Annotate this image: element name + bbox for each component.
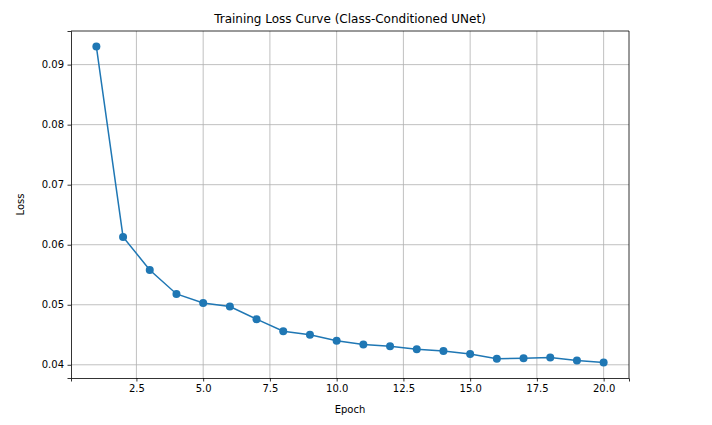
series: [92, 43, 607, 367]
x-grid-line: [536, 31, 537, 378]
title: Training Loss Curve (Class-Conditioned U…: [213, 12, 486, 26]
y-grid-line: [71, 64, 629, 65]
y-tick-label: 0.07: [42, 179, 64, 190]
y-tick: 0.09: [42, 59, 71, 70]
x-tick-label: 2.5: [129, 383, 145, 394]
chart: 2.55.07.510.012.515.017.520.00.040.050.0…: [0, 0, 712, 425]
x-grid-line: [403, 31, 404, 378]
y-tick: 0.06: [42, 239, 71, 250]
x-tick-mark: [203, 378, 204, 382]
marker: [119, 233, 127, 241]
x-tick: 7.5: [262, 378, 278, 394]
x-grid-line: [136, 31, 137, 378]
x-tick-label: 7.5: [262, 383, 278, 394]
y-tick-mark: [68, 185, 72, 186]
marker: [386, 342, 394, 350]
y-tick-label: 0.08: [42, 119, 64, 130]
x-tick-mark: [270, 378, 271, 382]
y-tick: 0.05: [42, 299, 71, 310]
y-tick: 0.04: [42, 359, 71, 370]
x-tick: 15.0: [460, 378, 482, 394]
frame-right: [629, 31, 630, 378]
y-tick-mark: [68, 65, 72, 66]
plot-area: 2.55.07.510.012.515.017.520.00.040.050.0…: [42, 31, 630, 394]
y-tick: 0.07: [42, 179, 71, 190]
x-tick-mark: [537, 378, 538, 382]
x-tick-label: 10.0: [326, 383, 348, 394]
y-tick-mark: [68, 245, 72, 246]
x-tick-mark: [470, 378, 471, 382]
y-grid-line: [71, 304, 629, 305]
marker: [333, 337, 341, 345]
x-grid-line: [203, 31, 204, 378]
marker: [573, 357, 581, 365]
y-tick-label: 0.09: [42, 59, 64, 70]
y-tick-label: 0.04: [42, 359, 64, 370]
x-tick: 5.0: [196, 378, 212, 394]
x-grid-line: [336, 31, 337, 378]
y-axis-title: Loss: [15, 194, 26, 216]
x-tick-label: 12.5: [393, 383, 415, 394]
frame-top: [71, 31, 629, 32]
x-tick-label: 20.0: [593, 383, 615, 394]
marker: [359, 340, 367, 348]
marker: [466, 350, 474, 358]
y-axis-line: [68, 32, 72, 379]
y-tick-label: 0.06: [42, 239, 64, 250]
y-grid-line: [71, 244, 629, 245]
marker: [493, 355, 501, 363]
x-axis-title: Epoch: [335, 404, 366, 415]
x-tick: 17.5: [526, 378, 548, 394]
x-tick-mark: [604, 378, 605, 382]
marker: [226, 303, 234, 311]
marker: [253, 315, 261, 323]
marker: [146, 266, 154, 274]
x-tick-mark: [403, 378, 404, 382]
y-tick-mark: [68, 125, 72, 126]
y-tick-label: 0.05: [42, 299, 64, 310]
x-axis: 2.5 5.0 7.5 10.0 12.5 15.0 17.5 20.0: [72, 378, 630, 394]
marker: [172, 290, 180, 298]
y-axis: 0.04 0.05 0.06 0.07 0.08 0.09: [42, 32, 72, 379]
x-axis-line: [72, 379, 630, 382]
y-tick: 0.08: [42, 119, 71, 130]
y-tick-mark: [68, 305, 72, 306]
x-tick-mark: [136, 378, 137, 382]
x-tick-mark: [337, 378, 338, 382]
y-grid-line: [71, 184, 629, 185]
loss-line: [96, 47, 603, 363]
x-tick: 10.0: [326, 378, 348, 394]
x-tick-label: 5.0: [196, 383, 212, 394]
y-grid-line: [71, 364, 629, 365]
marker: [600, 358, 608, 366]
grid: [71, 31, 629, 378]
x-tick: 20.0: [593, 378, 615, 394]
y-grid-line: [71, 124, 629, 125]
y-tick-mark: [68, 365, 72, 366]
marker: [199, 299, 207, 307]
marker: [520, 354, 528, 362]
marker: [92, 43, 100, 51]
marker: [546, 354, 554, 362]
x-grid-line: [470, 31, 471, 378]
x-grid-line: [603, 31, 604, 378]
x-tick-label: 17.5: [526, 383, 548, 394]
marker: [306, 331, 314, 339]
x-tick-label: 15.0: [460, 383, 482, 394]
marker: [279, 327, 287, 335]
marker: [413, 345, 421, 353]
x-tick: 2.5: [129, 378, 145, 394]
x-tick: 12.5: [393, 378, 415, 394]
marker: [439, 347, 447, 355]
